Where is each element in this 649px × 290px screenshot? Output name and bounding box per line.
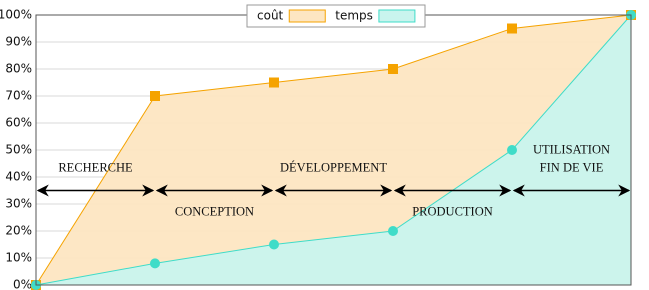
y-tick-label: 30% <box>5 197 32 211</box>
series-line <box>35 14 632 286</box>
phase-label: DÉVELOPPEMENT <box>280 160 387 174</box>
y-tick-label: 100% <box>0 8 32 22</box>
y-tick-label: 10% <box>5 251 32 265</box>
area <box>36 15 631 285</box>
legend-swatch <box>288 9 326 23</box>
marker <box>388 226 398 236</box>
legend-label: coût <box>257 9 284 23</box>
marker <box>269 77 279 88</box>
y-tick-label: 40% <box>5 170 32 184</box>
y-tick-label: 20% <box>5 224 32 238</box>
y-tick-label: 80% <box>5 62 32 76</box>
phase-label: CONCEPTION <box>175 204 254 218</box>
marker <box>269 239 279 250</box>
series-line <box>35 14 632 286</box>
marker <box>150 258 160 269</box>
y-tick-label: 50% <box>5 143 32 157</box>
legend-label: temps <box>335 9 373 23</box>
legend-swatch <box>378 9 416 23</box>
legend: coût temps <box>246 4 426 28</box>
phase-label: UTILISATION <box>533 142 610 156</box>
y-tick-label: 70% <box>5 89 32 103</box>
phase-label: RECHERCHE <box>58 160 133 174</box>
marker <box>388 64 398 74</box>
y-tick-label: 0% <box>13 278 32 290</box>
y-tick-label: 60% <box>5 116 32 130</box>
phase-label: FIN DE VIE <box>540 160 604 174</box>
marker <box>507 23 517 34</box>
marker <box>507 145 517 155</box>
phase-label: PRODUCTION <box>412 204 493 218</box>
marker <box>150 91 160 101</box>
y-tick-label: 90% <box>5 35 32 49</box>
